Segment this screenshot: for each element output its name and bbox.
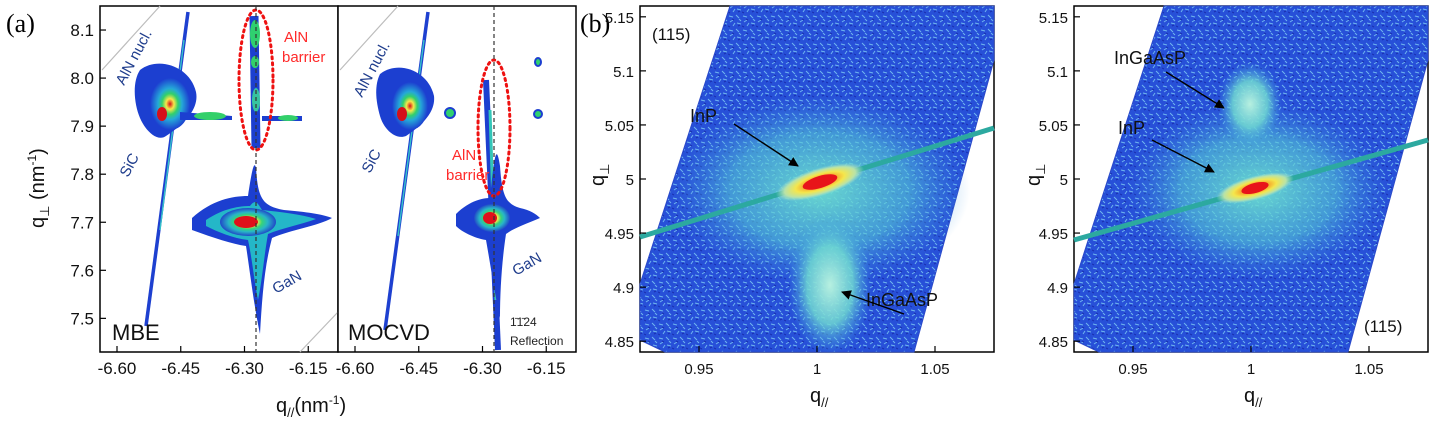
mbe-label-sample: MBE xyxy=(112,320,160,345)
x-tick-label: -6.60 xyxy=(336,359,375,378)
y-tick-label: 5.15 xyxy=(1039,10,1068,27)
y-tick-label: 4.9 xyxy=(613,280,634,297)
x-tick-label: 1.05 xyxy=(1354,361,1383,378)
mbe-map: AlN nucl. SiC AlN barrier GaN MBE -6.60-… xyxy=(70,5,339,378)
y-tick-label: 5 xyxy=(626,172,634,189)
b-right-reflection: (115) xyxy=(1364,317,1402,336)
mbe-label-barrier: barrier xyxy=(282,49,325,66)
x-tick-label: -6.45 xyxy=(161,359,200,378)
y-tick-label: 4.85 xyxy=(605,334,634,351)
mbe-y-ticks: 7.5 7.6 7.7 7.8 7.9 8.0 8.1 xyxy=(70,21,106,328)
mocvd-label-barrier: barrier xyxy=(446,167,489,184)
y-tick-label: 8.0 xyxy=(70,69,94,88)
b-left-y-axis-label: q⊥ xyxy=(587,164,612,186)
x-tick-label: -6.15 xyxy=(289,359,328,378)
b-right-x-ticks: 0.95 1 1.05 xyxy=(1118,346,1384,378)
y-tick-label: 5.05 xyxy=(1039,118,1068,135)
y-tick-label: 7.8 xyxy=(70,165,94,184)
mocvd-label-aln: AlN xyxy=(452,147,476,164)
b-left-ingaasp-peak xyxy=(788,215,872,355)
mocvd-gan-peak xyxy=(456,154,540,318)
mocvd-x-ticks: -6.60 -6.45 -6.30 -6.15 xyxy=(336,346,566,378)
y-tick-label: 4.95 xyxy=(605,226,634,243)
y-tick-label: 4.9 xyxy=(1047,280,1068,297)
b-left-map: (115) InP InGaAsP 0.95 1 1.05 4.85 4.9 4.95 5… xyxy=(587,5,995,410)
svg-text:q⊥ (nm-1): q⊥ (nm-1) xyxy=(25,148,52,228)
y-tick-label: 4.85 xyxy=(1039,334,1068,351)
b-left-label-inp: InP xyxy=(690,106,717,126)
mocvd-label-sample: MOCVD xyxy=(348,320,430,345)
y-tick-label: 5.05 xyxy=(605,118,634,135)
x-tick-label: 1 xyxy=(1247,361,1255,378)
x-tick-label: 0.95 xyxy=(684,361,713,378)
x-tick-label: -6.15 xyxy=(527,359,566,378)
x-tick-label: 0.95 xyxy=(1118,361,1147,378)
x-tick-label: -6.45 xyxy=(399,359,438,378)
y-tick-label: 7.9 xyxy=(70,117,94,136)
mocvd-label-reflection-index: 1̄1̄24 xyxy=(510,315,537,329)
x-tick-label: 1.05 xyxy=(920,361,949,378)
y-tick-label: 4.95 xyxy=(1039,226,1068,243)
y-tick-label: 5.1 xyxy=(613,64,634,81)
y-tick-label: 5.15 xyxy=(605,10,634,27)
b-right-y-ticks: 4.85 4.9 4.95 5 5.05 5.1 5.15 xyxy=(1039,10,1080,351)
a-y-axis-label: q⊥ (nm-1) xyxy=(25,148,52,228)
svg-text:q//(nm-1): q//(nm-1) xyxy=(276,393,346,420)
y-tick-label: 7.5 xyxy=(70,309,94,328)
b-left-y-ticks: 4.85 4.9 4.95 5 5.05 5.1 5.15 xyxy=(605,10,646,351)
b-right-map: InGaAsP InP (115) 0.95 1 1.05 4.85 4.9 4.95 5… xyxy=(1023,5,1429,410)
b-right-x-axis-label: q// xyxy=(1244,385,1263,410)
b-left-label-ingaasp: InGaAsP xyxy=(866,290,938,310)
panel-label-a: (a) xyxy=(6,9,35,38)
mocvd-label-reflection: Reflection xyxy=(510,334,563,348)
x-tick-label: 1 xyxy=(813,361,821,378)
b-right-label-ingaasp: InGaAsP xyxy=(1114,48,1186,68)
y-tick-label: 7.6 xyxy=(70,261,94,280)
b-left-x-axis-label: q// xyxy=(810,385,829,410)
x-tick-label: -6.30 xyxy=(225,359,264,378)
y-tick-label: 5 xyxy=(1060,172,1068,189)
a-x-axis-label: q//(nm-1) xyxy=(276,393,346,420)
b-right-label-inp: InP xyxy=(1118,118,1145,138)
b-left-reflection: (115) xyxy=(652,25,690,44)
y-tick-label: 8.1 xyxy=(70,21,94,40)
b-right-y-axis-label: q⊥ xyxy=(1023,164,1048,186)
b-left-x-ticks: 0.95 1 1.05 xyxy=(684,346,950,378)
b-right-ingaasp-peak xyxy=(1218,62,1282,146)
y-tick-label: 5.1 xyxy=(1047,64,1068,81)
x-tick-label: -6.30 xyxy=(463,359,502,378)
mbe-plot-frame xyxy=(99,5,339,353)
y-tick-label: 7.7 xyxy=(70,213,94,232)
mocvd-map: AlN nucl. SiC AlN barrier GaN MOCVD 1̄1̄… xyxy=(336,5,577,378)
x-tick-label: -6.60 xyxy=(98,359,137,378)
mbe-x-ticks: -6.60 -6.45 -6.30 -6.15 xyxy=(98,346,328,378)
mbe-label-aln: AlN xyxy=(284,29,308,46)
panel-label-b: (b) xyxy=(580,9,610,38)
